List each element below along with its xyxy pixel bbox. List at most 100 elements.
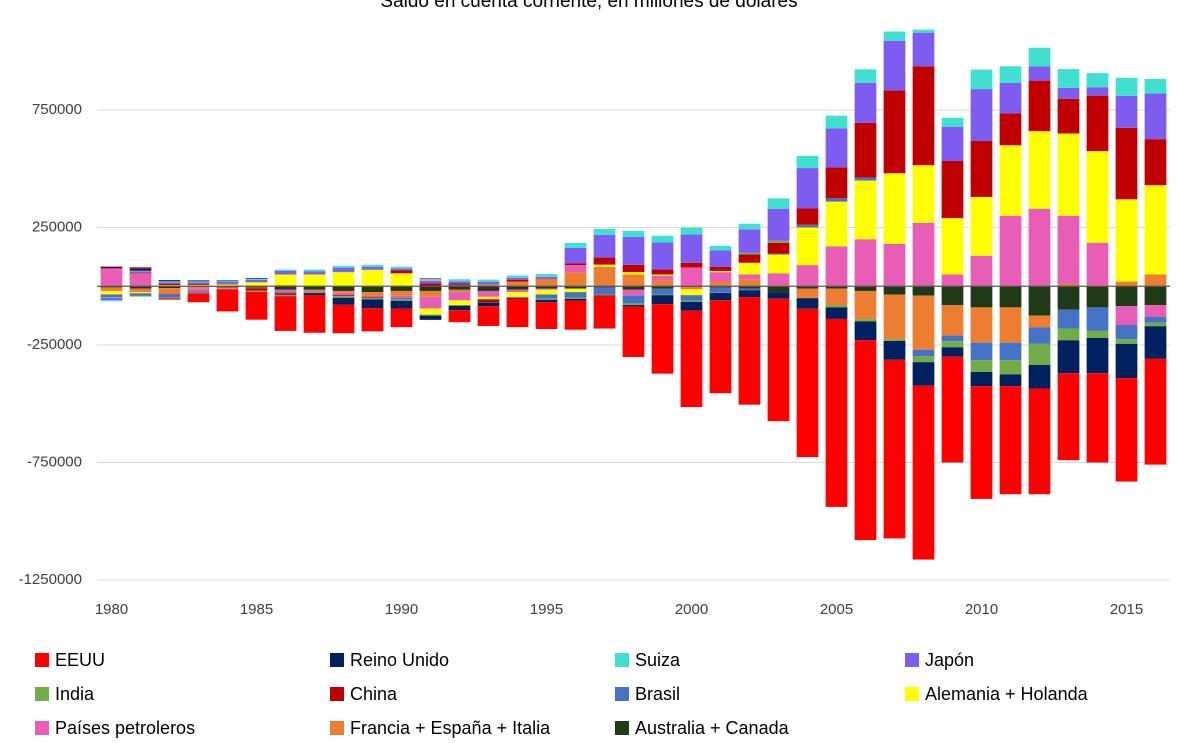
bar-segment (506, 297, 529, 299)
bar-segment (854, 82, 877, 123)
bar-segment (999, 386, 1022, 495)
bar-segment (883, 173, 906, 244)
bar-segment (303, 289, 326, 291)
bar-segment (680, 267, 703, 287)
bar-segment (535, 279, 558, 287)
bar-segment (883, 40, 906, 91)
legend-label: Francia + España + Italia (350, 718, 551, 738)
bar-segment (651, 274, 674, 276)
bar-segment (1057, 283, 1080, 287)
bar-segment (651, 294, 674, 296)
bar-segment (999, 360, 1022, 375)
bar-segment (158, 297, 181, 299)
bar-segment (1115, 77, 1138, 96)
bar-segment (361, 266, 384, 270)
x-tick-label: 2015 (1110, 601, 1143, 618)
bar-segment (1115, 281, 1138, 287)
bar-segment (1057, 87, 1080, 99)
bar-segment (1144, 78, 1167, 94)
bar-segment (738, 297, 761, 405)
bar-segment (1028, 66, 1051, 81)
legend-label: China (350, 684, 398, 704)
bar-segment (448, 305, 471, 311)
bar-segment (854, 319, 877, 322)
bar-segment (1057, 373, 1080, 461)
bar-segment (274, 286, 297, 290)
bar-segment (999, 66, 1022, 83)
bar-segment (1086, 307, 1109, 331)
bar-segment (680, 227, 703, 235)
bar-segment (593, 287, 616, 295)
bar-segment (506, 281, 529, 287)
bar-segment (506, 286, 529, 290)
bar-segment (419, 296, 442, 309)
bar-segment (1028, 364, 1051, 389)
bar-segment (129, 271, 152, 273)
bar-segment (651, 288, 674, 295)
bar-segment (622, 286, 645, 290)
bar-segment (390, 270, 413, 274)
bar-segment (796, 286, 819, 289)
bar-segment (361, 297, 384, 300)
bar-segment (564, 247, 587, 264)
bar-segment (100, 287, 123, 291)
bar-segment (129, 273, 152, 287)
x-tick-label: 2005 (820, 601, 853, 618)
bar-segment (651, 280, 674, 287)
bar-segment (796, 288, 819, 298)
bar-segment (912, 165, 935, 223)
bar-segment (941, 341, 964, 348)
bar-segment (100, 294, 123, 298)
bar-segment (941, 305, 964, 336)
bar-segment (593, 257, 616, 265)
bar-segment (1057, 340, 1080, 374)
bar-segment (767, 298, 790, 422)
bar-segment (187, 282, 210, 285)
bar-segment (680, 300, 703, 302)
bar-segment (1144, 185, 1167, 275)
bar-segment (593, 264, 616, 267)
bar-segment (1144, 358, 1167, 465)
bar-segment (1115, 127, 1138, 200)
x-tick-label: 2000 (675, 601, 708, 618)
bar-segment (390, 298, 413, 301)
bar-segment (448, 310, 471, 323)
bar-segment (651, 235, 674, 243)
bar-segment (1115, 378, 1138, 482)
bar-segment (245, 278, 268, 279)
bar-segment (187, 281, 210, 283)
bar-segment (767, 242, 790, 254)
bar-segment (593, 228, 616, 235)
bar-segment (680, 301, 703, 311)
legend-label: Brasil (635, 684, 680, 704)
bar-segment (1057, 215, 1080, 284)
legend-label: Reino Unido (350, 650, 449, 670)
bar-segment (941, 117, 964, 127)
bar-segment (448, 289, 471, 293)
bar-segment (912, 349, 935, 357)
bar-segment (825, 115, 848, 129)
bar-segment (535, 299, 558, 303)
bar-segment (622, 295, 645, 304)
y-tick-label: -1250000 (19, 571, 82, 588)
bar-segment (448, 283, 471, 285)
bar-segment (709, 245, 732, 251)
bar-segment (999, 215, 1022, 287)
bar-segment (912, 222, 935, 287)
bar-segment (564, 300, 587, 330)
bar-segment (477, 286, 500, 291)
bar-segment (332, 292, 355, 296)
bar-segment (825, 307, 848, 319)
bar-segment (245, 291, 268, 320)
bar-segment (1057, 286, 1080, 310)
legend-label: Australia + Canada (635, 718, 790, 738)
bar-segment (1144, 286, 1167, 306)
bar-segment (390, 268, 413, 271)
bar-segment (941, 347, 964, 357)
bar-segment (187, 293, 210, 303)
legend-swatch (905, 687, 919, 701)
bar-segment (999, 286, 1022, 308)
bar-segment (245, 278, 268, 280)
legend-swatch (35, 653, 49, 667)
bar-segment (854, 122, 877, 178)
